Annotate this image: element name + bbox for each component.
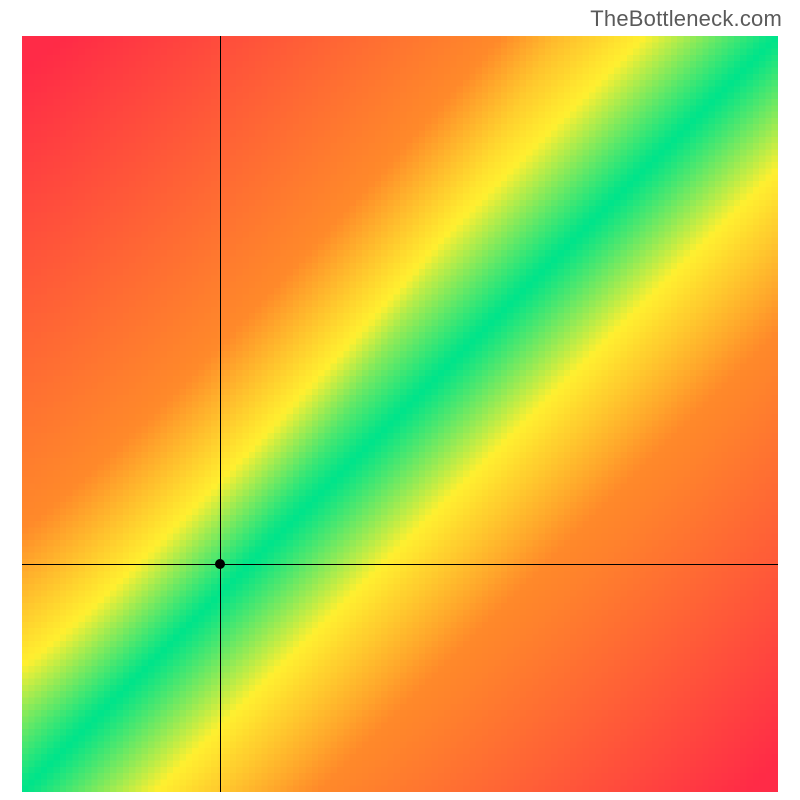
bottleneck-heatmap	[22, 36, 778, 792]
watermark-text: TheBottleneck.com	[590, 6, 782, 32]
crosshair-vertical	[220, 36, 221, 792]
crosshair-horizontal	[22, 564, 778, 565]
plot-area	[22, 36, 778, 792]
chart-container: TheBottleneck.com	[0, 0, 800, 800]
crosshair-marker	[215, 559, 225, 569]
